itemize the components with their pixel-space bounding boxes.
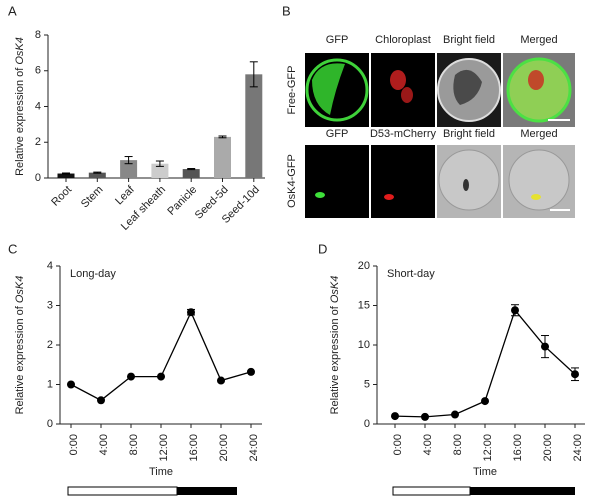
x-tick-label: 20:00 [542,434,554,462]
x-tick-label: 8:00 [128,434,140,455]
y-tick-label: 4 [35,100,41,112]
annotation: Short-day [387,268,435,280]
y-axis-label: Relative expression of OsK4 [14,37,26,176]
light-period [67,486,178,496]
annotation: Long-day [70,268,116,280]
point [157,372,165,381]
y-tick-label: 8 [35,29,41,41]
y-axis-label-gene: OsK4 [329,276,341,304]
y-tick-label: 10 [358,339,370,351]
dark-period [470,487,575,495]
y-tick-label: 2 [47,339,53,351]
y-tick-label: 0 [47,418,53,430]
point [97,396,105,405]
y-tick-label: 4 [47,260,53,272]
y-axis-label: Relative expression of OsK4 [329,276,341,415]
y-tick-label: 20 [358,260,370,272]
x-tick-label: 4:00 [98,434,110,455]
bar [182,169,200,178]
x-tick-label: 16:00 [512,434,524,462]
bar [120,160,138,178]
point [481,397,489,406]
column-label: Merged [520,34,557,46]
x-tick-label: Stem [79,184,106,211]
x-tick-label: Root [49,184,74,209]
y-tick-label: 15 [358,299,370,311]
point [187,308,195,317]
point [541,342,549,351]
bar [57,173,75,178]
row-label: Free-GFP [286,66,298,115]
row-label: OsK4-GFP [286,154,298,208]
column-label: Bright field [443,128,495,140]
dark-period [177,487,237,495]
y-tick-label: 3 [47,299,53,311]
point [217,376,225,385]
point [67,380,75,389]
point [421,412,429,421]
point [127,372,135,381]
point [391,412,399,421]
y-axis-label-gene: OsK4 [14,276,26,304]
y-tick-label: 5 [364,378,370,390]
y-axis-label: Relative expression of OsK4 [14,276,26,415]
x-tick-label: 24:00 [248,434,260,462]
y-tick-label: 0 [364,418,370,430]
x-tick-label: 12:00 [482,434,494,462]
y-axis-label-gene: OsK4 [14,37,26,65]
point [451,410,459,419]
x-axis-label: Time [149,466,173,478]
point [247,367,255,376]
y-tick-label: 1 [47,378,53,390]
x-tick-label: 4:00 [422,434,434,455]
panel-label: A [8,3,17,18]
column-label: Bright field [443,34,495,46]
line [70,310,252,402]
point [511,306,519,315]
y-axis-label-text: Relative expression of [329,303,341,414]
y-tick-label: 2 [35,136,41,148]
micrograph-grid [305,53,575,218]
y-axis-label-text: Relative expression of [14,303,26,414]
x-tick-label: 12:00 [158,434,170,462]
x-tick-label: 24:00 [572,434,584,462]
x-tick-label: 16:00 [188,434,200,462]
bar [151,163,169,178]
x-tick-label: 0:00 [392,434,404,455]
point [571,370,579,379]
x-tick-label: 20:00 [218,434,230,462]
bar [214,136,231,178]
column-label: GFP [326,34,349,46]
x-tick-label: 8:00 [452,434,464,455]
column-label: Chloroplast [375,34,431,46]
light-period [392,486,471,496]
bar [245,74,263,178]
panel-label: C [8,241,17,256]
panel-label: D [318,241,327,256]
bar [88,172,106,178]
column-label: Merged [520,128,557,140]
column-label: GFP [326,128,349,140]
y-tick-label: 6 [35,65,41,77]
y-axis-label-text: Relative expression of [14,65,26,176]
x-tick-label: 0:00 [68,434,80,455]
panel-label: B [282,3,291,18]
column-label: D53-mCherry [370,128,437,140]
y-tick-label: 0 [35,172,41,184]
x-tick-label: Leaf [113,183,137,207]
x-axis-label: Time [473,466,497,478]
